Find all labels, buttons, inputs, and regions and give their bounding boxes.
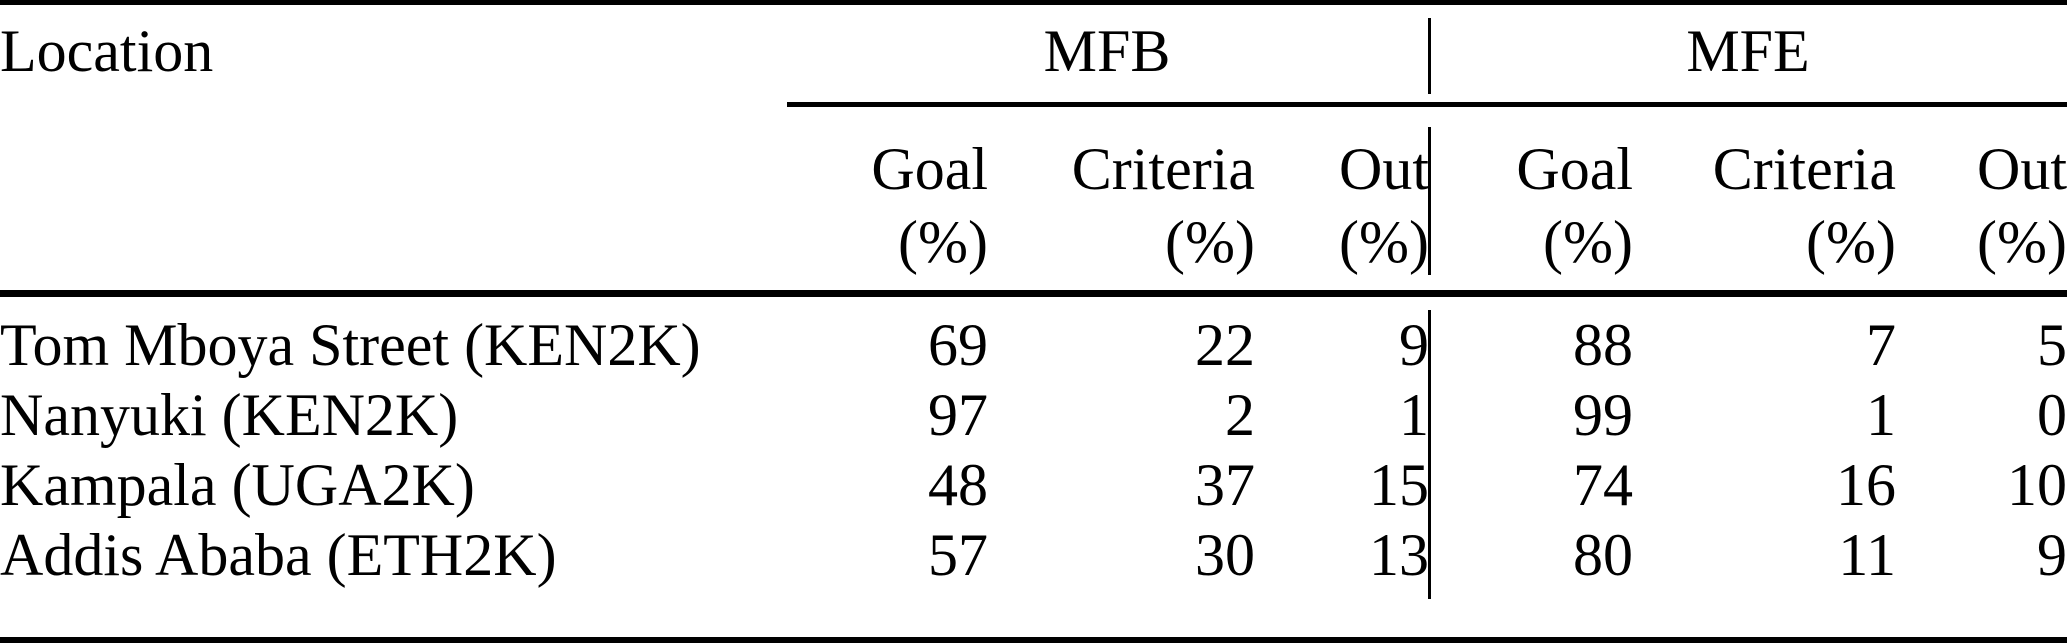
table-row: Kampala (UGA2K) 48 37 15 74 16 10 bbox=[0, 450, 2067, 520]
header-title: Out bbox=[1339, 135, 1429, 202]
header-unit: (%) bbox=[1806, 208, 1896, 275]
cell-mfb-goal: 69 bbox=[928, 312, 988, 378]
cell-mfe-out: 5 bbox=[2037, 312, 2067, 378]
header-mfb-out: Out (%) bbox=[1255, 101, 1429, 310]
cell-mfb-out: 9 bbox=[1399, 312, 1429, 378]
header-unit: (%) bbox=[1165, 208, 1255, 275]
cell-location: Nanyuki (KEN2K) bbox=[0, 382, 459, 448]
cell-mfe-goal: 99 bbox=[1573, 382, 1633, 448]
header-unit: (%) bbox=[1339, 208, 1429, 275]
bottom-rule bbox=[0, 637, 2067, 643]
cell-mfe-criteria: 1 bbox=[1866, 382, 1896, 448]
header-mfb-goal: Goal (%) bbox=[785, 101, 988, 310]
cell-mfe-criteria: 11 bbox=[1838, 522, 1896, 588]
cell-mfe-criteria: 16 bbox=[1836, 452, 1896, 518]
cell-mfe-out: 10 bbox=[2007, 452, 2067, 518]
cell-mfb-goal: 48 bbox=[928, 452, 988, 518]
group-separator-line bbox=[1428, 127, 1431, 275]
header-mfe-criteria: Criteria (%) bbox=[1633, 101, 1896, 310]
cell-mfe-out: 9 bbox=[2037, 522, 2067, 588]
cell-mfb-out: 1 bbox=[1399, 382, 1429, 448]
header-unit: (%) bbox=[1543, 208, 1633, 275]
cell-mfb-criteria: 2 bbox=[1225, 382, 1255, 448]
header-row-columns: Goal (%) Criteria (%) Out (%) Goal (%) C… bbox=[0, 101, 2067, 310]
header-title: Out bbox=[1977, 135, 2067, 202]
cell-mfe-out: 0 bbox=[2037, 382, 2067, 448]
cell-mfb-out: 15 bbox=[1369, 452, 1429, 518]
header-mfb-criteria: Criteria (%) bbox=[988, 101, 1255, 310]
column-group-mfe: MFE bbox=[1686, 17, 1810, 84]
cell-location: Kampala (UGA2K) bbox=[0, 452, 475, 518]
cell-mfb-criteria: 22 bbox=[1195, 312, 1255, 378]
group-separator-line bbox=[1428, 310, 1431, 599]
group-separator-line bbox=[1428, 18, 1431, 94]
header-unit: (%) bbox=[1977, 208, 2067, 275]
corner-header-location: Location bbox=[0, 17, 214, 84]
cell-mfe-goal: 80 bbox=[1573, 522, 1633, 588]
header-unit: (%) bbox=[898, 208, 988, 275]
header-mfe-goal: Goal (%) bbox=[1429, 101, 1633, 310]
cell-location: Addis Ababa (ETH2K) bbox=[0, 522, 557, 588]
header-mfe-out: Out (%) bbox=[1896, 101, 2067, 310]
table-row: Tom Mboya Street (KEN2K) 69 22 9 88 7 5 bbox=[0, 310, 2067, 380]
header-title: Criteria bbox=[1071, 135, 1255, 202]
cell-mfb-goal: 97 bbox=[928, 382, 988, 448]
cell-mfe-criteria: 7 bbox=[1866, 312, 1896, 378]
header-title: Goal bbox=[871, 135, 988, 202]
column-group-mfb: MFB bbox=[1043, 17, 1171, 84]
cell-mfb-goal: 57 bbox=[928, 522, 988, 588]
empty-corner-cell bbox=[0, 101, 785, 310]
header-body-rule bbox=[0, 290, 2067, 297]
cell-mfb-criteria: 37 bbox=[1195, 452, 1255, 518]
table-row: Addis Ababa (ETH2K) 57 30 13 80 11 9 bbox=[0, 520, 2067, 590]
cell-mfb-criteria: 30 bbox=[1195, 522, 1255, 588]
cell-mfb-out: 13 bbox=[1369, 522, 1429, 588]
cell-mfe-goal: 88 bbox=[1573, 312, 1633, 378]
header-row-groups: Location MFB MFE bbox=[0, 0, 2067, 101]
header-title: Criteria bbox=[1712, 135, 1896, 202]
header-title: Goal bbox=[1516, 135, 1633, 202]
results-table: Location MFB MFE Goal (%) Criteria (%) O… bbox=[0, 0, 2067, 590]
table-row: Nanyuki (KEN2K) 97 2 1 99 1 0 bbox=[0, 380, 2067, 450]
group-header-rule bbox=[787, 102, 2067, 107]
cell-mfe-goal: 74 bbox=[1573, 452, 1633, 518]
top-rule bbox=[0, 0, 2067, 5]
cell-location: Tom Mboya Street (KEN2K) bbox=[0, 312, 701, 378]
